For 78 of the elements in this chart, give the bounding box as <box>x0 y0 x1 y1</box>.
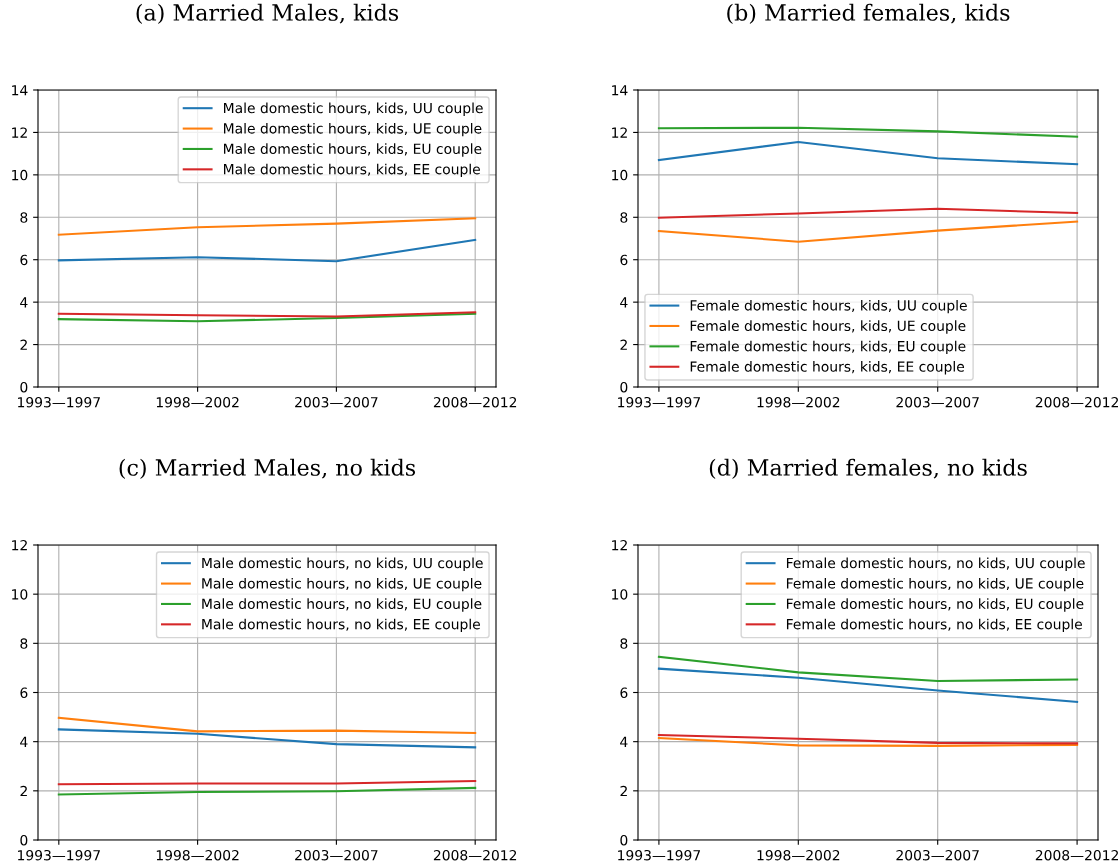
legend-label: Female domestic hours, kids, UU couple <box>690 299 967 314</box>
y-tick-label: 12 <box>612 127 627 138</box>
x-tick-label: 2008—2012 <box>1035 396 1118 408</box>
line-series <box>657 667 1079 703</box>
y-tick-label: 6 <box>620 254 628 266</box>
y-tick-label: 10 <box>612 169 628 181</box>
x-tick-label: 2003—2007 <box>896 849 979 861</box>
x-tick-label: 2003—2007 <box>295 396 378 408</box>
y-tick-label: 10 <box>612 589 628 600</box>
x-tick-label: 2008—2012 <box>433 849 517 861</box>
legend-label: Male domestic hours, no kids, UU couple <box>202 557 483 571</box>
legend-label: Male domestic hours, no kids, UE couple <box>202 577 482 592</box>
x-tick-label: 1998—2002 <box>156 849 239 861</box>
y-tick-label: 6 <box>20 254 28 266</box>
y-tick-label: 2 <box>20 785 27 797</box>
line-series <box>657 140 1079 166</box>
line-series <box>57 728 477 749</box>
y-tick-label: 0 <box>20 834 28 846</box>
y-tick-label: 8 <box>20 638 28 649</box>
line-series <box>57 716 477 735</box>
y-tick-label: 8 <box>20 212 28 223</box>
x-tick-label: 2003—2007 <box>295 849 378 861</box>
x-tick-label: 1998—2002 <box>757 396 840 408</box>
x-tick-label: 1993—1997 <box>18 396 100 408</box>
y-tick-label: 2 <box>620 785 627 797</box>
x-tick-label: 2003—2007 <box>896 396 979 408</box>
y-tick-label: 2 <box>620 339 627 350</box>
line-series <box>657 207 1079 219</box>
chart-title: (b) Married females, kids <box>727 3 1010 25</box>
y-tick-label: 2 <box>20 339 27 350</box>
y-tick-label: 6 <box>620 687 628 698</box>
x-tick-label: 1998—2002 <box>757 849 840 861</box>
legend-label: Male domestic hours, no kids, EU couple <box>202 598 482 612</box>
x-tick-label: 2008—2012 <box>1035 849 1118 861</box>
line-series <box>657 655 1079 682</box>
y-tick-label: 4 <box>620 297 628 308</box>
legend-label: Female domestic hours, kids, UE couple <box>690 320 966 334</box>
line-series <box>657 126 1079 138</box>
x-tick-label: 1993—1997 <box>18 849 100 861</box>
legend-label: Male domestic hours, kids, UE couple <box>224 122 482 137</box>
legend-label: Female domestic hours, kids, EE couple <box>690 361 965 375</box>
y-tick-label: 8 <box>620 638 628 649</box>
y-tick-label: 4 <box>620 736 628 747</box>
legend-label: Female domestic hours, no kids, UU couple <box>786 557 1085 571</box>
y-tick-label: 12 <box>612 539 627 551</box>
y-tick-label: 12 <box>12 539 27 551</box>
y-tick-label: 0 <box>20 381 28 393</box>
line-series <box>57 217 477 236</box>
y-tick-label: 14 <box>612 85 628 96</box>
legend-label: Female domestic hours, kids, EU couple <box>690 340 966 355</box>
legend-label: Male domestic hours, no kids, EE couple <box>202 618 480 633</box>
x-tick-label: 1998—2002 <box>156 396 239 408</box>
y-tick-label: 4 <box>20 736 28 747</box>
line-series <box>57 786 477 796</box>
x-tick-label: 1993—1997 <box>618 849 701 861</box>
chart-title: (a) Married Males, kids <box>136 3 399 25</box>
x-tick-label: 2008—2012 <box>433 396 517 408</box>
y-tick-label: 6 <box>20 687 28 698</box>
chart-title: (d) Married females, no kids <box>709 458 1027 480</box>
legend-label: Female domestic hours, no kids, EE couple <box>786 618 1082 633</box>
legend-label: Female domestic hours, no kids, EU couple <box>786 598 1084 612</box>
legend-label: Female domestic hours, no kids, UE couple <box>786 577 1084 592</box>
legend-label: Male domestic hours, kids, EE couple <box>224 163 480 178</box>
y-tick-label: 12 <box>12 127 27 138</box>
y-tick-label: 0 <box>620 834 628 846</box>
legend-label: Male domestic hours, kids, UU couple <box>224 102 483 116</box>
line-series <box>57 312 477 323</box>
y-tick-label: 0 <box>620 381 628 393</box>
y-tick-label: 10 <box>12 589 28 600</box>
line-series <box>657 220 1079 243</box>
y-tick-label: 14 <box>12 85 28 96</box>
line-series <box>57 238 477 263</box>
legend-label: Male domestic hours, kids, EU couple <box>224 143 482 157</box>
chart-title: (c) Married Males, no kids <box>119 458 416 480</box>
y-tick-label: 8 <box>620 212 628 223</box>
y-tick-label: 10 <box>12 169 28 181</box>
x-tick-label: 1993—1997 <box>618 396 701 408</box>
y-tick-label: 4 <box>20 297 28 308</box>
